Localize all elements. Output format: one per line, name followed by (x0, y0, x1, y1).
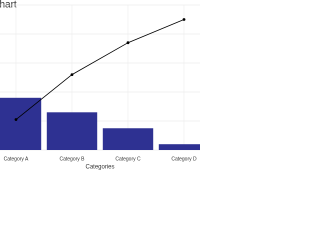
x-tick-label: Category C (115, 156, 141, 162)
cumulative-line (15, 19, 185, 120)
bar (158, 144, 200, 150)
chart: Pareto Chart Categories Category A Catego… (0, 0, 200, 171)
x-tick-label: Category A (4, 156, 29, 162)
x-axis-title: Categories (85, 165, 114, 171)
bar (0, 97, 42, 150)
bar (46, 112, 98, 150)
chart-title: Pareto Chart (0, 0, 17, 11)
x-tick-label: Category B (59, 156, 85, 162)
cumulative-point (126, 41, 130, 45)
cumulative-point (182, 18, 186, 21)
cumulative-point (70, 73, 74, 76)
x-tick-label: Category D (171, 156, 197, 162)
bar (102, 128, 154, 150)
cumulative-point (14, 118, 18, 121)
